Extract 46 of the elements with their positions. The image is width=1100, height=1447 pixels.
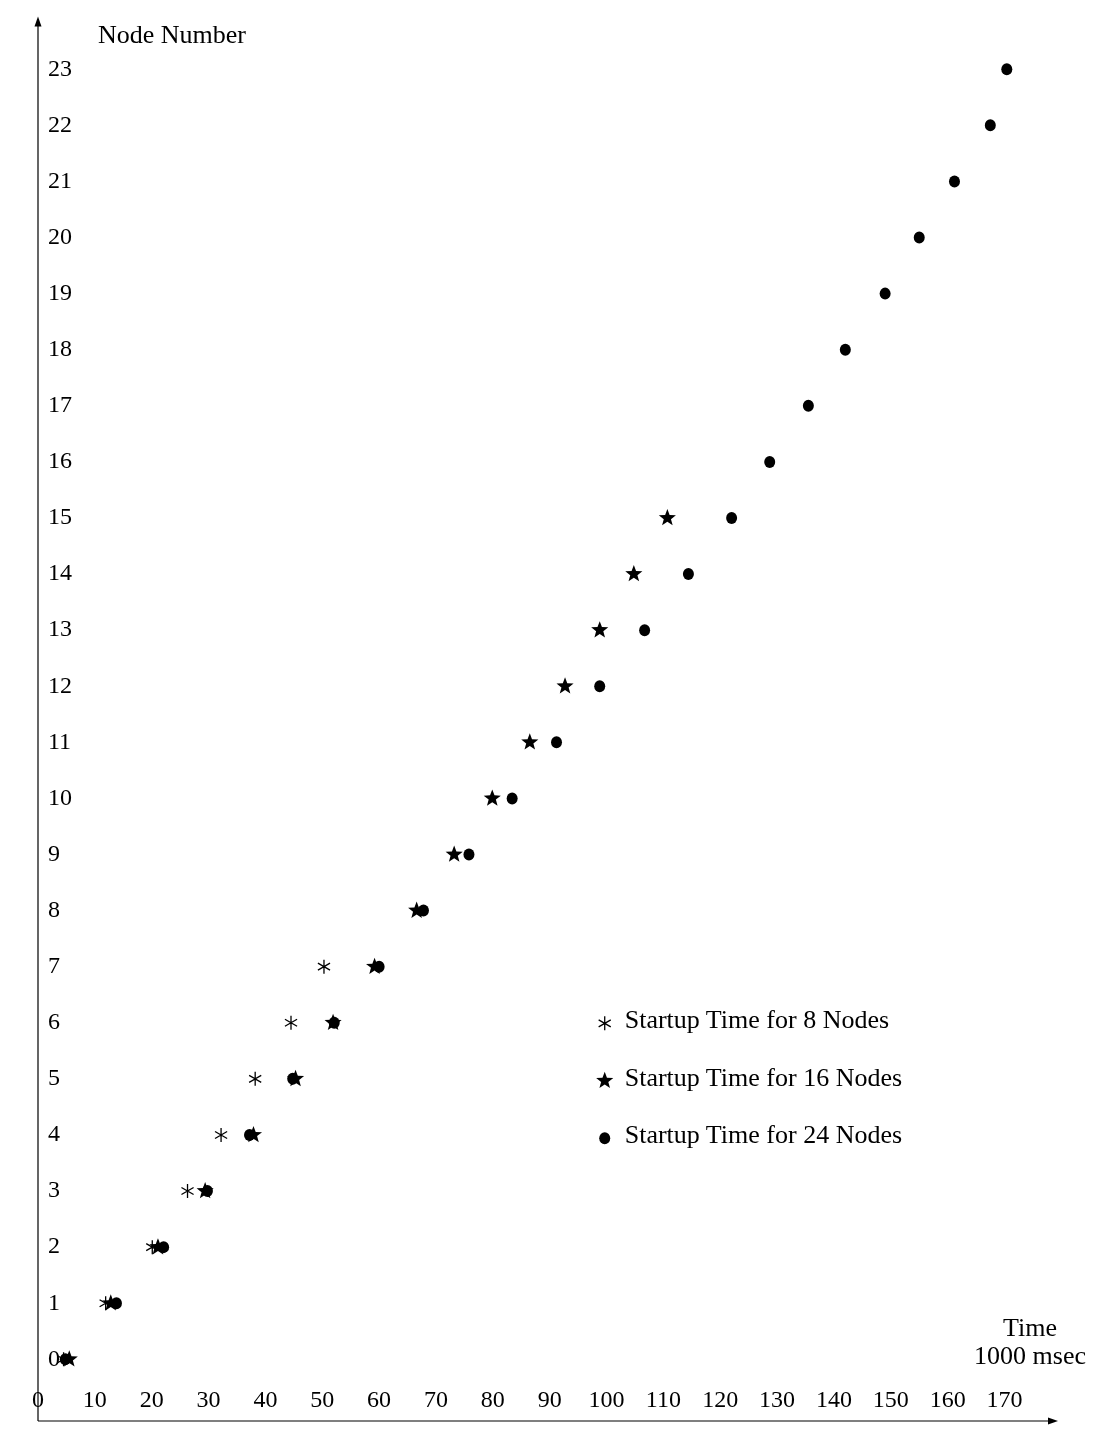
x-axis-title: Time 1000 msec: [974, 1313, 1086, 1371]
y-tick-label: 7: [48, 951, 60, 978]
y-axis-title: Node Number: [98, 20, 247, 50]
x-tick-label: 130: [759, 1385, 796, 1412]
y-tick-label: 8: [48, 895, 60, 922]
x-tick-label: 40: [253, 1385, 278, 1412]
y-tick-label: 2: [48, 1232, 60, 1259]
y-tick-label: 9: [48, 839, 60, 866]
x-tick-label: 60: [367, 1385, 392, 1412]
y-tick-label: 16: [48, 447, 72, 474]
y-tick-label: 22: [48, 110, 72, 137]
x-tick-label: 70: [423, 1385, 448, 1412]
legend-label: Startup Time for 16 Nodes: [624, 1062, 903, 1092]
y-tick-label: 11: [48, 727, 72, 754]
y-tick-label: 12: [48, 671, 72, 698]
y-tick-label: 4: [48, 1120, 60, 1147]
y-tick-label: 10: [48, 783, 72, 810]
y-tick-label: 5: [48, 1064, 60, 1091]
x-tick-label: 50: [310, 1385, 335, 1412]
y-tick-label: 18: [48, 335, 72, 362]
y-tick-label: 23: [48, 54, 72, 81]
y-tick-label: 17: [48, 391, 72, 418]
x-tick-label: 90: [537, 1385, 562, 1412]
y-tick-label: 13: [48, 615, 72, 642]
y-tick-label: 19: [48, 278, 72, 305]
x-tick-label: 100: [588, 1385, 625, 1412]
y-tick-label: 6: [48, 1008, 60, 1035]
y-tick-label: 0: [48, 1344, 60, 1371]
x-tick-label: 120: [702, 1385, 739, 1412]
x-tick-label: 20: [139, 1385, 164, 1412]
x-tick-label: 160: [929, 1385, 966, 1412]
y-tick-label: 21: [48, 166, 72, 193]
legend-label: Startup Time for 24 Nodes: [624, 1120, 903, 1150]
x-tick-label: 110: [645, 1385, 681, 1412]
x-tick-label: 80: [480, 1385, 505, 1412]
y-tick-label: 1: [48, 1288, 60, 1315]
y-tick-label: 14: [48, 559, 72, 586]
x-tick-label: 140: [815, 1385, 852, 1412]
y-tick-label: 15: [48, 503, 72, 530]
x-tick-label: 150: [872, 1385, 909, 1412]
x-tick-label: 10: [82, 1385, 107, 1412]
legend-label: Startup Time for 8 Nodes: [624, 1005, 890, 1035]
x-tick-label: 170: [986, 1385, 1023, 1412]
x-tick-label: 30: [196, 1385, 221, 1412]
y-tick-label: 20: [48, 222, 72, 249]
y-tick-label: 3: [48, 1176, 60, 1203]
